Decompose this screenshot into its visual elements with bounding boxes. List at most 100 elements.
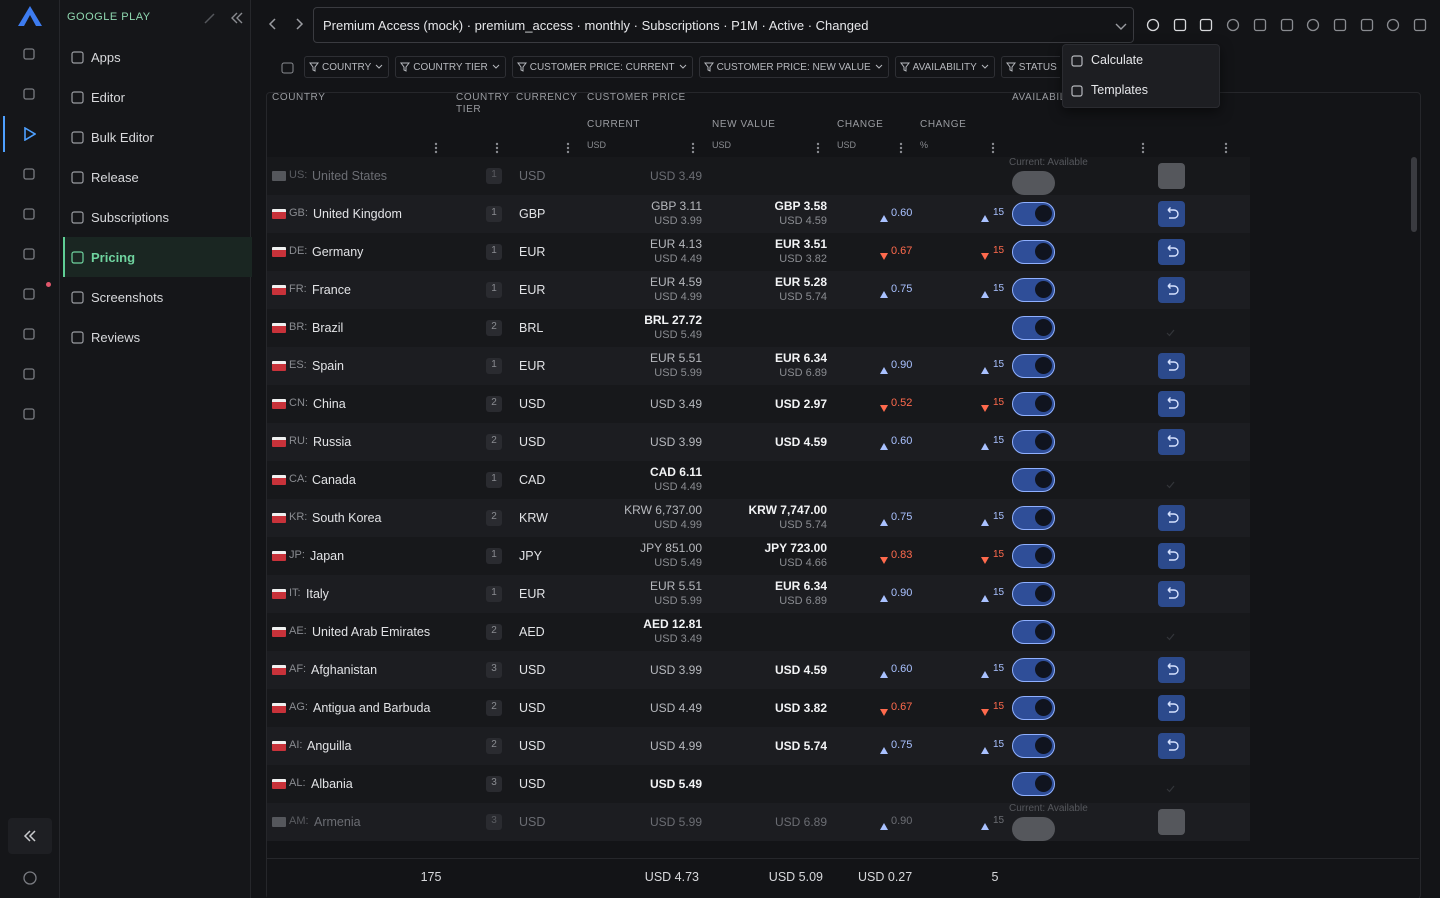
filter-chip[interactable]: AVAILABILITY (894, 56, 995, 78)
revert-button[interactable] (1158, 733, 1185, 759)
filter-chip[interactable]: CUSTOMER PRICE: NEW VALUE (698, 56, 889, 78)
nav-item[interactable]: Editor (91, 90, 125, 105)
toggle[interactable] (1012, 817, 1055, 841)
back-button[interactable] (266, 17, 280, 31)
toolbar-icon[interactable] (1226, 18, 1240, 32)
toggle[interactable] (1012, 468, 1055, 492)
edit-icon[interactable] (203, 11, 217, 25)
rail-icon[interactable] (22, 327, 36, 341)
change-pct-arrow (981, 590, 989, 602)
rail-icon[interactable] (22, 126, 37, 142)
toggle[interactable] (1012, 620, 1055, 644)
action-button[interactable] (1158, 809, 1185, 835)
toolbar-icon[interactable] (1253, 18, 1267, 32)
column-menu[interactable] (495, 141, 499, 154)
nav-item[interactable]: Apps (91, 50, 121, 65)
rail-icon[interactable] (22, 367, 36, 381)
toolbar-icon[interactable] (1386, 18, 1400, 32)
rail-icon[interactable] (22, 47, 36, 61)
toolbar-icon[interactable] (1280, 18, 1294, 32)
nav-selected (63, 237, 252, 277)
column-menu[interactable] (991, 141, 995, 154)
toolbar-icon[interactable] (1413, 18, 1427, 32)
change-arrow (880, 590, 888, 602)
rail-icon[interactable] (22, 167, 36, 181)
no-change-check (1166, 628, 1175, 641)
rail-icon[interactable] (22, 407, 36, 421)
toggle[interactable] (1012, 544, 1055, 568)
toolbar-icon[interactable] (1146, 18, 1160, 32)
nav-item[interactable]: Subscriptions (91, 210, 170, 225)
toggle[interactable] (1012, 696, 1055, 720)
revert-button[interactable] (1158, 505, 1185, 531)
rail-icon[interactable] (22, 247, 36, 261)
column-menu[interactable] (1224, 141, 1228, 154)
filter-chip[interactable]: STATUS (1000, 56, 1060, 78)
toggle[interactable] (1012, 734, 1055, 758)
revert-button[interactable] (1158, 429, 1185, 455)
menu-item[interactable]: Calculate (1091, 53, 1144, 67)
toggle[interactable] (1012, 506, 1055, 530)
toggle[interactable] (1012, 202, 1055, 226)
column-menu[interactable] (434, 141, 438, 154)
toolbar-icon[interactable] (1306, 18, 1320, 32)
nav-item[interactable]: Reviews (91, 330, 141, 345)
nav-item[interactable]: Screenshots (91, 290, 164, 305)
nav-item[interactable]: Release (91, 170, 139, 185)
filter-chip[interactable]: CUSTOMER PRICE: CURRENT (511, 56, 693, 78)
toggle[interactable] (1012, 392, 1055, 416)
toggle[interactable] (1012, 171, 1055, 195)
toolbar-icon[interactable] (1333, 18, 1347, 32)
sub-header: NEW VALUE (712, 119, 776, 130)
change-arrow (880, 742, 888, 754)
toggle[interactable] (1012, 240, 1055, 264)
toolbar-icon[interactable] (1360, 18, 1374, 32)
toggle[interactable] (1012, 316, 1055, 340)
breadcrumb-caret[interactable] (1114, 19, 1128, 33)
nav-item[interactable]: Pricing (91, 250, 136, 265)
country-tier: 3 (491, 663, 497, 674)
rail-icon[interactable] (22, 207, 36, 221)
revert-button[interactable] (1158, 353, 1185, 379)
table-footer (267, 858, 1419, 898)
filter-chip[interactable]: COUNTRY (304, 56, 390, 78)
revert-button[interactable] (1158, 239, 1185, 265)
toggle[interactable] (1012, 658, 1055, 682)
toolbar-icon[interactable] (1173, 18, 1187, 32)
menu-icon (1071, 54, 1083, 67)
forward-button[interactable] (292, 17, 306, 31)
revert-button[interactable] (1158, 695, 1185, 721)
column-menu[interactable] (566, 141, 570, 154)
toggle[interactable] (1012, 430, 1055, 454)
nav-item[interactable]: Bulk Editor (91, 130, 154, 145)
scrollbar[interactable] (1411, 157, 1417, 232)
notification-dot (46, 282, 51, 287)
column-menu[interactable] (691, 141, 695, 154)
revert-button[interactable] (1158, 581, 1185, 607)
toggle[interactable] (1012, 772, 1055, 796)
rail-icon[interactable] (22, 87, 36, 101)
revert-button[interactable] (1158, 201, 1185, 227)
column-menu[interactable] (816, 141, 820, 154)
flag (272, 437, 286, 447)
revert-button[interactable] (1158, 657, 1185, 683)
country-code: AL: (289, 777, 306, 789)
column-menu[interactable] (899, 141, 903, 154)
collapse-nav[interactable] (230, 11, 244, 25)
revert-button[interactable] (1158, 277, 1185, 303)
revert-button[interactable] (1158, 391, 1185, 417)
account-icon[interactable] (23, 871, 37, 885)
action-button[interactable] (1158, 163, 1185, 189)
country-name: Albania (311, 777, 353, 791)
breadcrumb-box[interactable] (313, 7, 1134, 43)
menu-item[interactable]: Templates (1091, 83, 1148, 97)
revert-button[interactable] (1158, 543, 1185, 569)
filter-chip[interactable]: COUNTRY TIER (395, 56, 506, 78)
toggle[interactable] (1012, 582, 1055, 606)
rail-icon[interactable] (22, 287, 36, 301)
toolbar-icon[interactable] (1199, 18, 1213, 32)
toggle[interactable] (1012, 278, 1055, 302)
toggle[interactable] (1012, 354, 1055, 378)
column-menu[interactable] (1141, 141, 1145, 154)
filter-toggle[interactable] (281, 61, 294, 74)
